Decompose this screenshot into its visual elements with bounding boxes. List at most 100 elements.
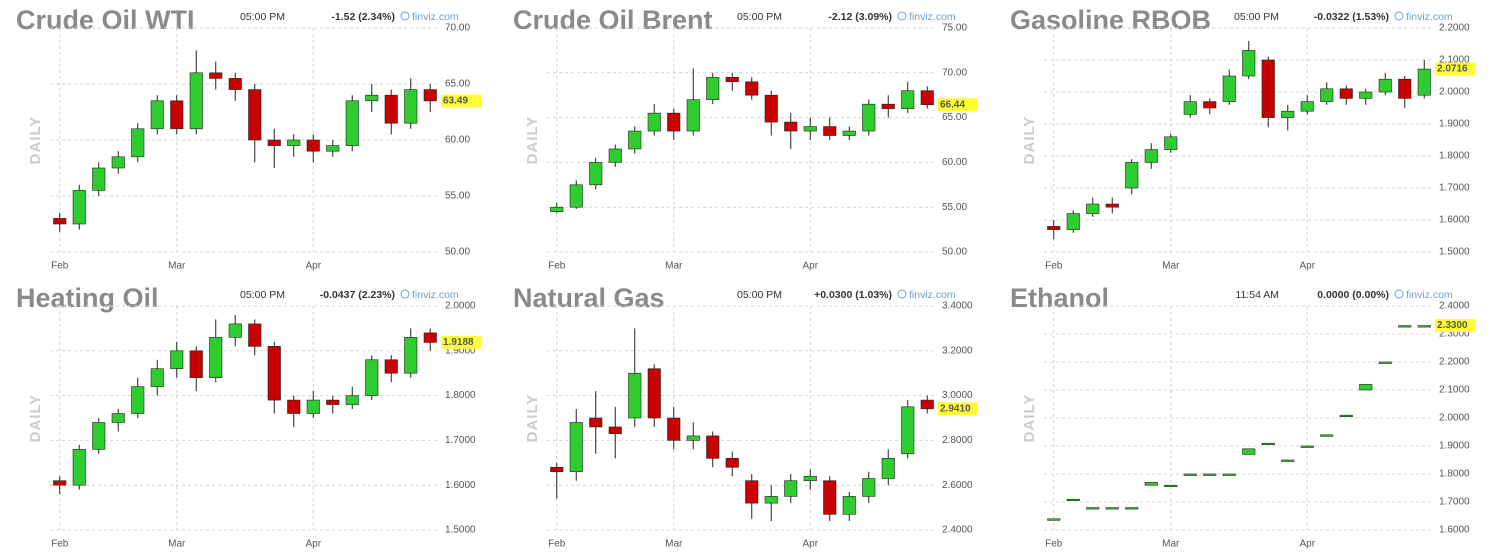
chart-panel: Gasoline RBOB 05:00 PM -0.0322 (1.53%) finv… <box>1010 5 1475 272</box>
candle-body <box>345 395 359 405</box>
chart-panel: Crude Oil Brent 05:00 PM -2.12 (3.09%) finv… <box>513 5 978 272</box>
source-icon <box>897 289 907 299</box>
candle-body <box>784 121 798 132</box>
candle-body <box>862 103 876 132</box>
x-tick-label: Apr <box>1299 261 1315 272</box>
candle-body <box>667 112 681 132</box>
y-tick-label: 1.9000 <box>445 345 476 356</box>
candle-body <box>1086 507 1100 510</box>
candle-body <box>667 417 681 441</box>
source-icon <box>1394 289 1404 299</box>
candle-body <box>1320 434 1334 437</box>
candle-body <box>881 103 895 109</box>
candle-body <box>901 90 915 109</box>
source: finviz.com <box>909 11 956 23</box>
candle-body <box>189 350 203 378</box>
candle-body <box>404 337 418 374</box>
candle-body <box>248 89 262 141</box>
candle-body <box>1398 78 1412 99</box>
candle-body <box>287 399 301 414</box>
y-tick-label: 2.8000 <box>942 435 973 446</box>
timeframe: DAILY <box>1021 116 1038 165</box>
candle-body <box>1203 473 1217 476</box>
y-tick-label: 2.0000 <box>445 301 476 312</box>
candle-body <box>384 359 398 374</box>
candle-body <box>862 478 876 497</box>
timeframe: DAILY <box>27 116 44 165</box>
candle-body <box>686 435 700 441</box>
x-tick-label: Feb <box>1045 539 1063 550</box>
candle-body <box>228 323 242 338</box>
candle-body <box>628 130 642 150</box>
candle-body <box>1300 445 1314 448</box>
candle-body <box>1047 226 1061 230</box>
candle-body <box>1417 325 1431 328</box>
last-price-box <box>938 402 978 416</box>
candle-body <box>725 76 739 83</box>
candle-body <box>1164 484 1178 487</box>
candle-body <box>842 496 856 515</box>
candle-body <box>881 458 895 479</box>
last-price-box <box>1435 319 1475 333</box>
y-tick-label: 50.00 <box>942 247 967 258</box>
y-tick-label: 55.00 <box>942 202 967 213</box>
candle-body <box>1164 136 1178 150</box>
candle-body <box>589 417 603 428</box>
candle-body <box>706 435 720 459</box>
y-tick-label: 70.00 <box>942 67 967 78</box>
quote-time: 05:00 PM <box>240 11 285 23</box>
quote-time: 05:00 PM <box>240 289 285 301</box>
candle-body <box>686 99 700 132</box>
chart-title: Crude Oil WTI <box>16 5 195 35</box>
candle-body <box>1242 448 1256 455</box>
last-price-box <box>441 94 481 108</box>
candle-body <box>209 72 223 79</box>
candle-body <box>1183 101 1197 115</box>
candle-body <box>1183 473 1197 476</box>
y-tick-label: 2.2000 <box>1439 357 1470 368</box>
candle-body <box>1105 203 1119 208</box>
candle-body <box>53 480 67 486</box>
candle-body <box>764 94 778 123</box>
candle-body <box>92 422 106 450</box>
source-icon <box>1394 11 1404 21</box>
candle-body <box>920 90 934 105</box>
candle-body <box>72 449 86 486</box>
candle-body <box>131 128 145 158</box>
candle-body <box>1066 213 1080 230</box>
x-tick-label: Feb <box>51 261 69 272</box>
y-tick-label: 1.7000 <box>1439 497 1470 508</box>
last-price-box <box>938 98 978 112</box>
y-tick-label: 75.00 <box>942 23 967 34</box>
candle-body <box>823 480 837 515</box>
candle-body <box>170 350 184 370</box>
quote-change: 0.0000 (0.00%) <box>1317 289 1389 301</box>
timeframe: DAILY <box>27 394 44 443</box>
x-tick-label: Mar <box>1162 261 1180 272</box>
y-tick-label: 55.00 <box>445 191 470 202</box>
candle-body <box>150 368 164 387</box>
candle-body <box>365 94 379 102</box>
candle-body <box>92 167 106 191</box>
candle-body <box>1261 442 1275 445</box>
candle-body <box>72 190 86 225</box>
last-price-label: 2.0716 <box>1437 64 1468 75</box>
candle-body <box>1242 50 1256 77</box>
candle-body <box>189 72 203 130</box>
candle-body <box>267 346 281 401</box>
candle-body <box>569 422 583 473</box>
y-tick-label: 70.00 <box>445 23 470 34</box>
candle-body <box>53 218 67 225</box>
candle-body <box>1398 325 1412 328</box>
candle-body <box>745 480 759 504</box>
candle-body <box>589 162 603 186</box>
candle-body <box>608 426 622 434</box>
candle-body <box>1378 78 1392 93</box>
chart-title: Heating Oil <box>16 283 159 313</box>
y-tick-label: 1.8000 <box>1439 469 1470 480</box>
candle-body <box>306 139 320 152</box>
last-price-label: 2.9410 <box>940 403 971 414</box>
candle-body <box>1125 507 1139 510</box>
source: finviz.com <box>1406 11 1453 23</box>
